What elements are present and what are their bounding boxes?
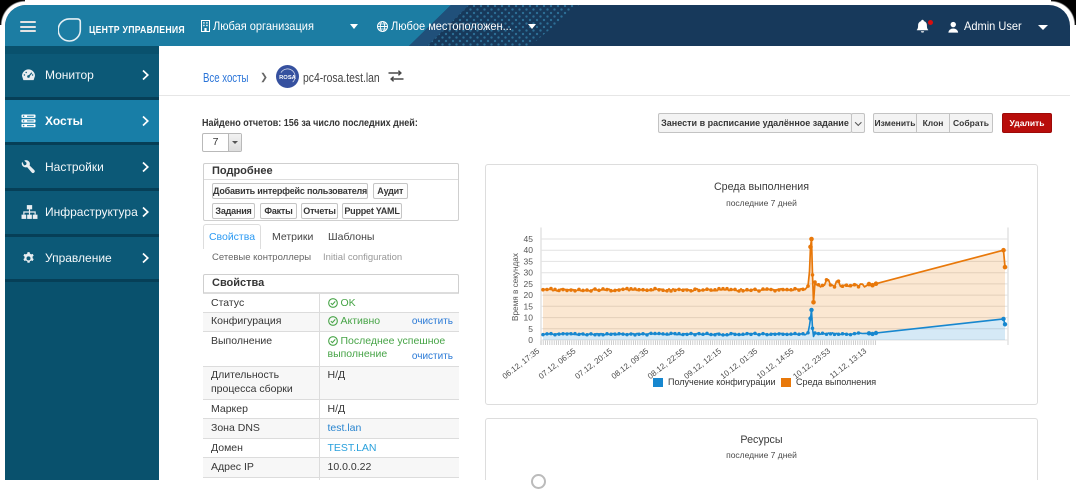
svg-text:ROSA: ROSA (279, 74, 297, 80)
